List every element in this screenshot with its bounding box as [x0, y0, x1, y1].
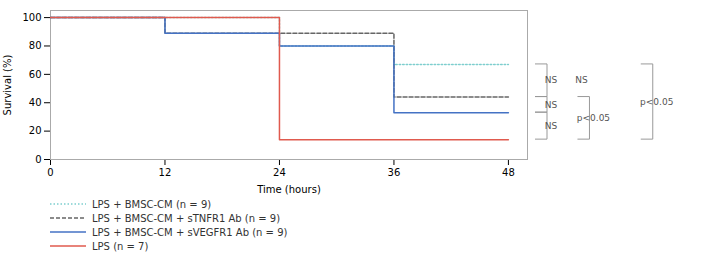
svg-text:p<0.05: p<0.05	[577, 113, 610, 123]
svg-text:48: 48	[502, 167, 515, 178]
html-text:LPS + BMSC-CM (n = 9): LPS + BMSC-CM (n = 9)	[92, 198, 212, 210]
html-text:LPS + BMSC-CM + sVEGFR1 Ab (n: LPS + BMSC-CM + sVEGFR1 Ab (n = 9)	[92, 226, 288, 238]
svg-text:80: 80	[29, 40, 42, 51]
svg-text:60: 60	[29, 69, 42, 80]
svg-text:NS: NS	[545, 75, 558, 85]
svg-text:24: 24	[273, 167, 286, 178]
svg-text:Time (hours): Time (hours)	[256, 184, 321, 195]
svg-text:100: 100	[22, 12, 41, 23]
svg-text:40: 40	[29, 97, 42, 108]
svg-text:36: 36	[388, 167, 401, 178]
html-text:LPS (n = 7): LPS (n = 7)	[92, 240, 149, 252]
svg-text:12: 12	[159, 167, 172, 178]
svg-text:NS: NS	[545, 100, 558, 110]
svg-text:p<0.05: p<0.05	[640, 97, 673, 107]
html-text:LPS + BMSC-CM + sTNFR1 Ab (n =: LPS + BMSC-CM + sTNFR1 Ab (n = 9)	[92, 212, 281, 224]
svg-text:0: 0	[35, 154, 41, 165]
svg-text:NS: NS	[575, 75, 588, 85]
svg-text:20: 20	[29, 125, 42, 136]
svg-text:0: 0	[47, 167, 53, 178]
svg-text:Survival (%): Survival (%)	[2, 55, 13, 116]
svg-text:NS: NS	[545, 121, 558, 131]
